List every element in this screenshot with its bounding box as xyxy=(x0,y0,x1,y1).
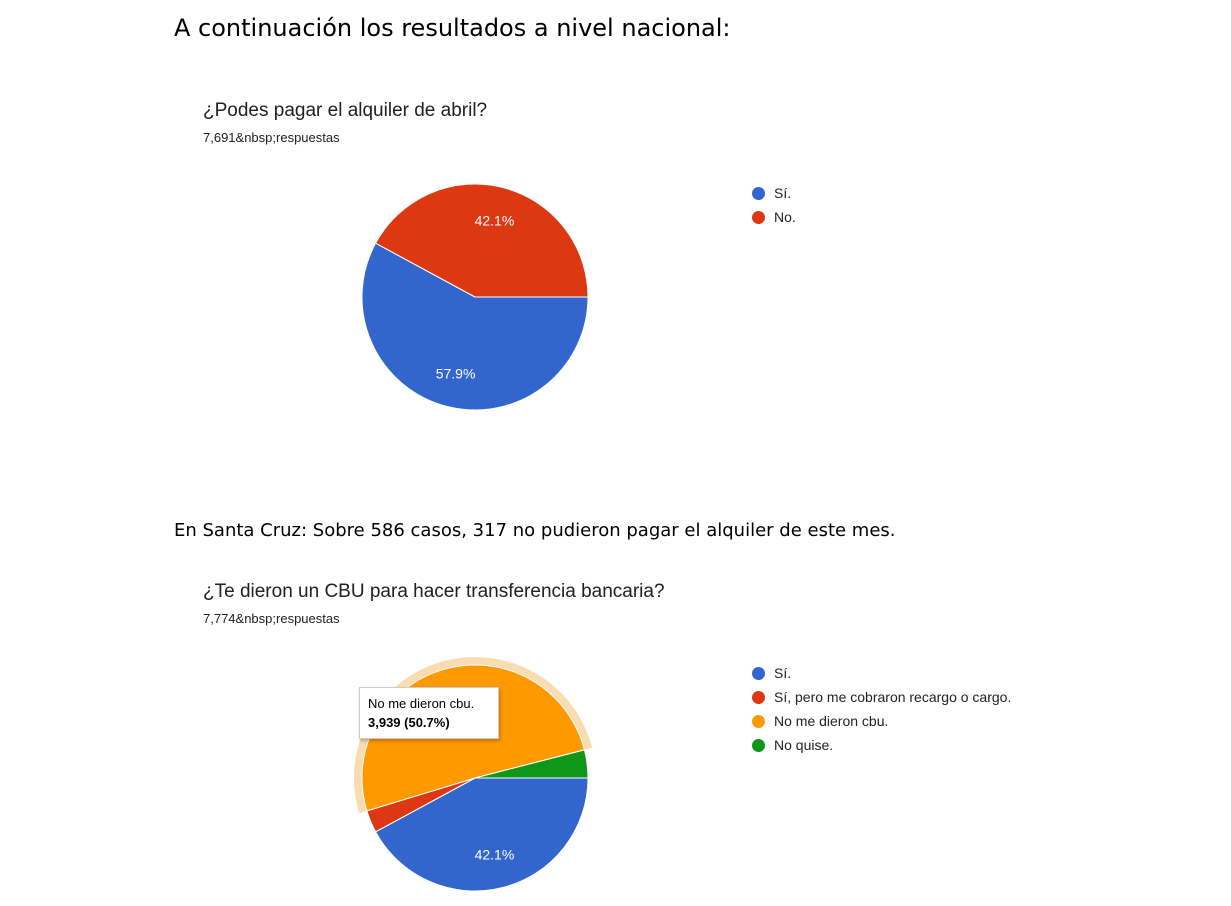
pie-slice[interactable] xyxy=(361,242,589,411)
chart2-legend: Sí. Sí, pero me cobraron recargo o cargo.… xyxy=(752,661,1011,757)
pie-slice[interactable] xyxy=(374,183,589,298)
chart2-title: ¿Te dieron un CBU para hacer transferenc… xyxy=(203,581,665,602)
legend-item[interactable]: Sí, pero me cobraron recargo o cargo. xyxy=(752,685,1011,709)
santa-cruz-note: En Santa Cruz: Sobre 586 casos, 317 no p… xyxy=(174,520,896,541)
chart1-title: ¿Podes pagar el alquiler de abril? xyxy=(203,100,488,121)
legend-label: No. xyxy=(774,209,796,225)
legend-label: Sí. xyxy=(774,665,792,681)
legend-label: No me dieron cbu. xyxy=(774,713,889,729)
legend-item[interactable]: Sí. xyxy=(752,181,796,205)
tooltip: No me dieron cbu. 3,939 (50.7%) xyxy=(359,687,499,739)
slice-data-label: 42.1% xyxy=(475,847,515,863)
slice-data-label: 42.1% xyxy=(475,212,515,228)
slice-data-label: 57.9% xyxy=(436,366,476,382)
legend-item[interactable]: No. xyxy=(752,205,796,229)
legend-label: Sí. xyxy=(774,185,792,201)
legend-dot-icon xyxy=(752,210,765,224)
legend-dot-icon xyxy=(752,738,765,752)
legend-item[interactable]: No quise. xyxy=(752,733,1011,757)
legend-dot-icon xyxy=(752,714,765,728)
legend-dot-icon xyxy=(752,186,765,200)
chart2-responses: 7,774&nbsp;respuestas xyxy=(203,611,340,626)
legend-label: No quise. xyxy=(774,737,834,753)
heading: A continuación los resultados a nivel na… xyxy=(174,14,731,42)
legend-dot-icon xyxy=(752,666,765,680)
legend-dot-icon xyxy=(752,690,765,704)
legend-item[interactable]: Sí. xyxy=(752,661,1011,685)
legend-item[interactable]: No me dieron cbu. xyxy=(752,709,1011,733)
chart1-responses: 7,691&nbsp;respuestas xyxy=(203,130,340,145)
tooltip-label: No me dieron cbu. xyxy=(368,696,475,711)
pie-slice[interactable] xyxy=(474,749,589,779)
tooltip-value: 3,939 (50.7%) xyxy=(368,715,450,730)
legend-label: Sí, pero me cobraron recargo o cargo. xyxy=(774,689,1012,705)
chart1-legend: Sí. No. xyxy=(752,181,796,229)
pie-slice[interactable] xyxy=(374,777,589,892)
